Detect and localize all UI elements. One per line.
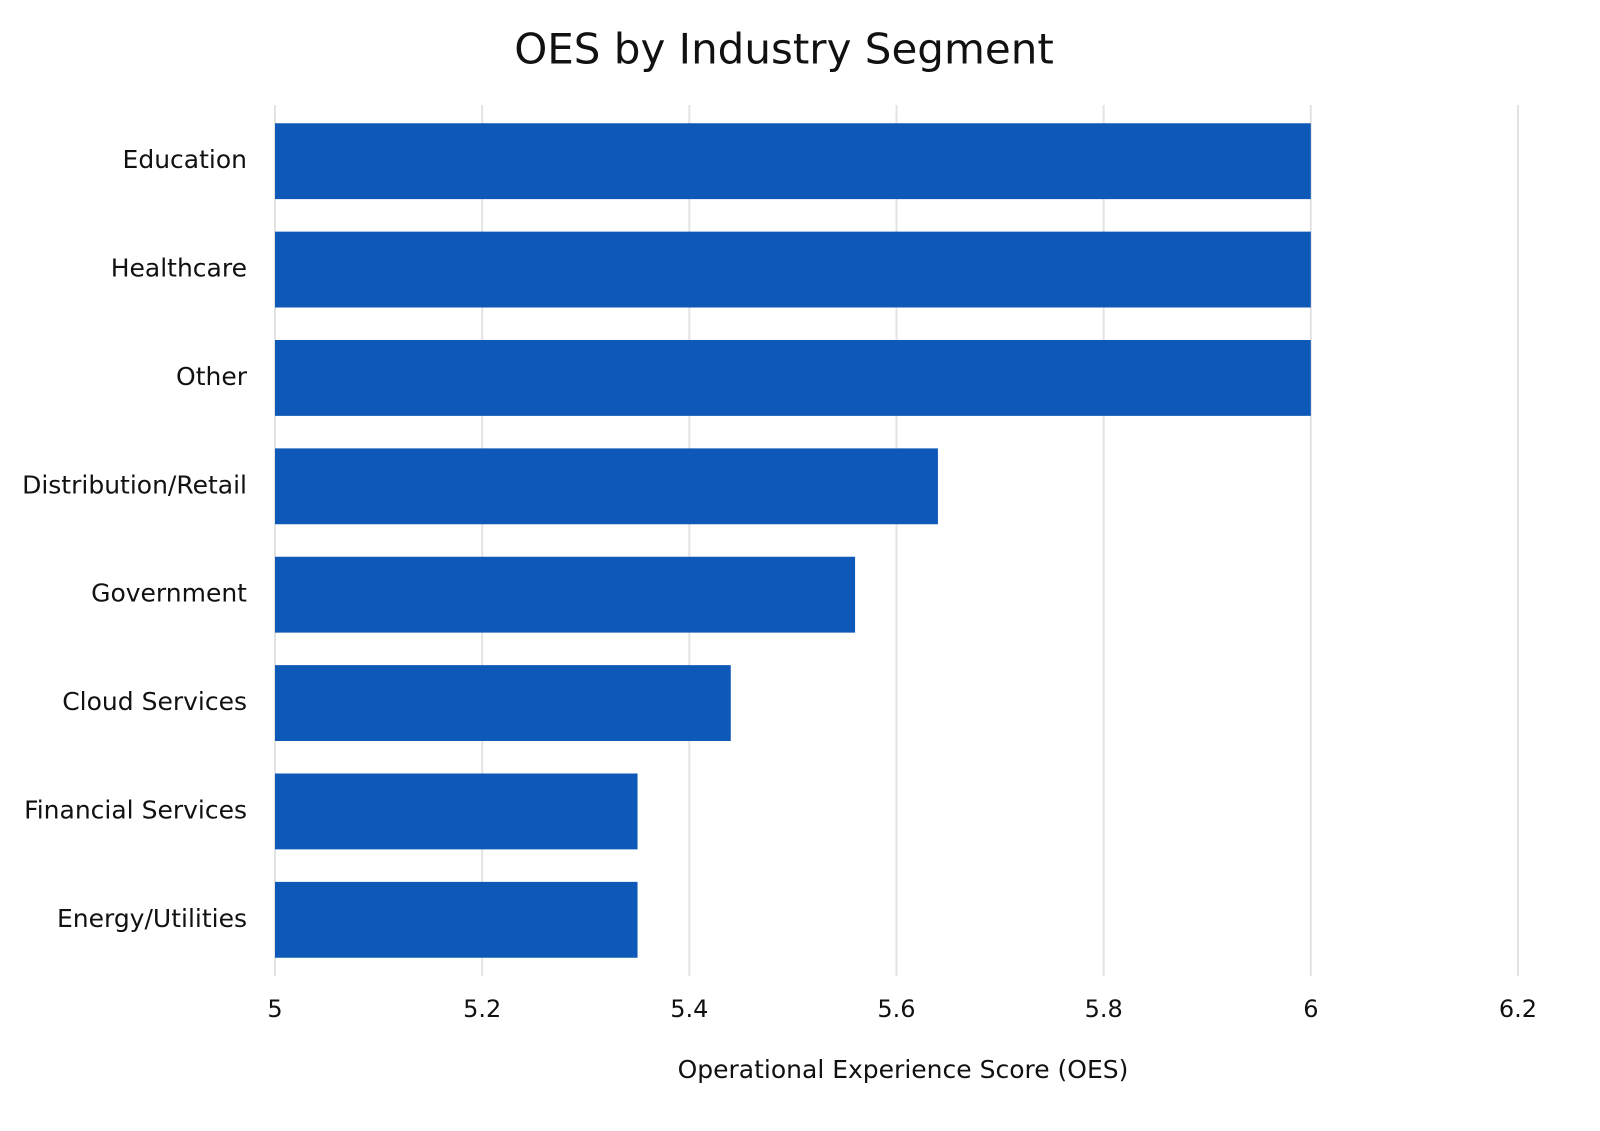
y-tick-label: Financial Services — [24, 795, 247, 824]
x-tick-label: 5.8 — [1085, 995, 1123, 1023]
x-tick-label: 6 — [1303, 995, 1318, 1023]
bar — [275, 340, 1311, 416]
bar — [275, 773, 638, 850]
y-tick-label: Other — [176, 362, 248, 391]
y-tick-label: Government — [91, 579, 247, 608]
x-tick-label: 5.2 — [463, 995, 501, 1023]
y-tick-label: Energy/Utilities — [57, 904, 247, 933]
x-tick-label: 5.6 — [877, 995, 915, 1023]
bar — [275, 448, 938, 525]
x-tick-label: 5 — [267, 995, 282, 1023]
y-tick-label: Education — [123, 145, 247, 174]
bar — [275, 231, 1311, 308]
y-tick-label: Healthcare — [111, 254, 247, 283]
chart-title: OES by Industry Segment — [514, 25, 1054, 74]
x-tick-label: 6.2 — [1499, 995, 1537, 1023]
bar — [275, 556, 856, 633]
bar — [275, 665, 731, 741]
y-tick-label: Distribution/Retail — [22, 470, 247, 499]
x-axis-title: Operational Experience Score (OES) — [678, 1055, 1129, 1084]
x-tick-label: 5.4 — [670, 995, 708, 1023]
bar — [275, 881, 638, 958]
bar — [275, 123, 1311, 200]
y-tick-label: Cloud Services — [62, 687, 247, 716]
